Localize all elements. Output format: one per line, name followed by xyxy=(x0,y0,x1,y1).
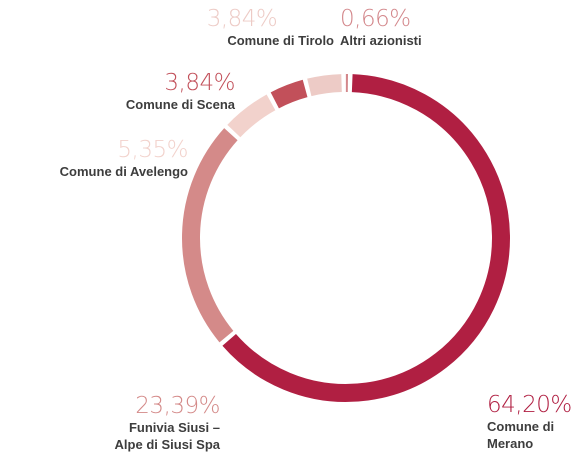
category-label: Altri azionisti xyxy=(340,33,422,48)
value-label: 5,35% xyxy=(117,137,188,163)
category-label: Comune di Tirolo xyxy=(227,33,334,48)
value-label: 64,20% xyxy=(487,392,572,418)
label: 0,66% Altri azionisti xyxy=(340,6,460,49)
value-label: 23,39% xyxy=(135,393,220,419)
value-label: 0,66% xyxy=(340,6,411,32)
donut-segment xyxy=(182,128,238,343)
value-label: 3,84% xyxy=(164,70,235,96)
donut-segment xyxy=(227,94,276,138)
category-label: Funivia Siusi – Alpe di Siusi Spa xyxy=(114,420,220,452)
label: 5,35% Comune di Avelengo xyxy=(0,137,189,180)
category-label: Comune di Scena xyxy=(125,97,235,112)
category-label: Comune di Avelengo xyxy=(59,164,188,179)
donut-segment xyxy=(222,74,510,402)
category-label: Comune di Merano xyxy=(487,419,555,451)
label: 64,20% Comune di Merano xyxy=(487,392,582,452)
label: 3,84% Comune di Scena xyxy=(60,70,236,113)
donut-segment xyxy=(307,74,343,97)
label: 23,39% Funivia Siusi – Alpe di Siusi Spa xyxy=(60,393,221,453)
value-label: 3,84% xyxy=(206,6,278,32)
donut-segment xyxy=(270,79,308,109)
label: 3,84% Comune di Tirolo xyxy=(170,6,334,49)
